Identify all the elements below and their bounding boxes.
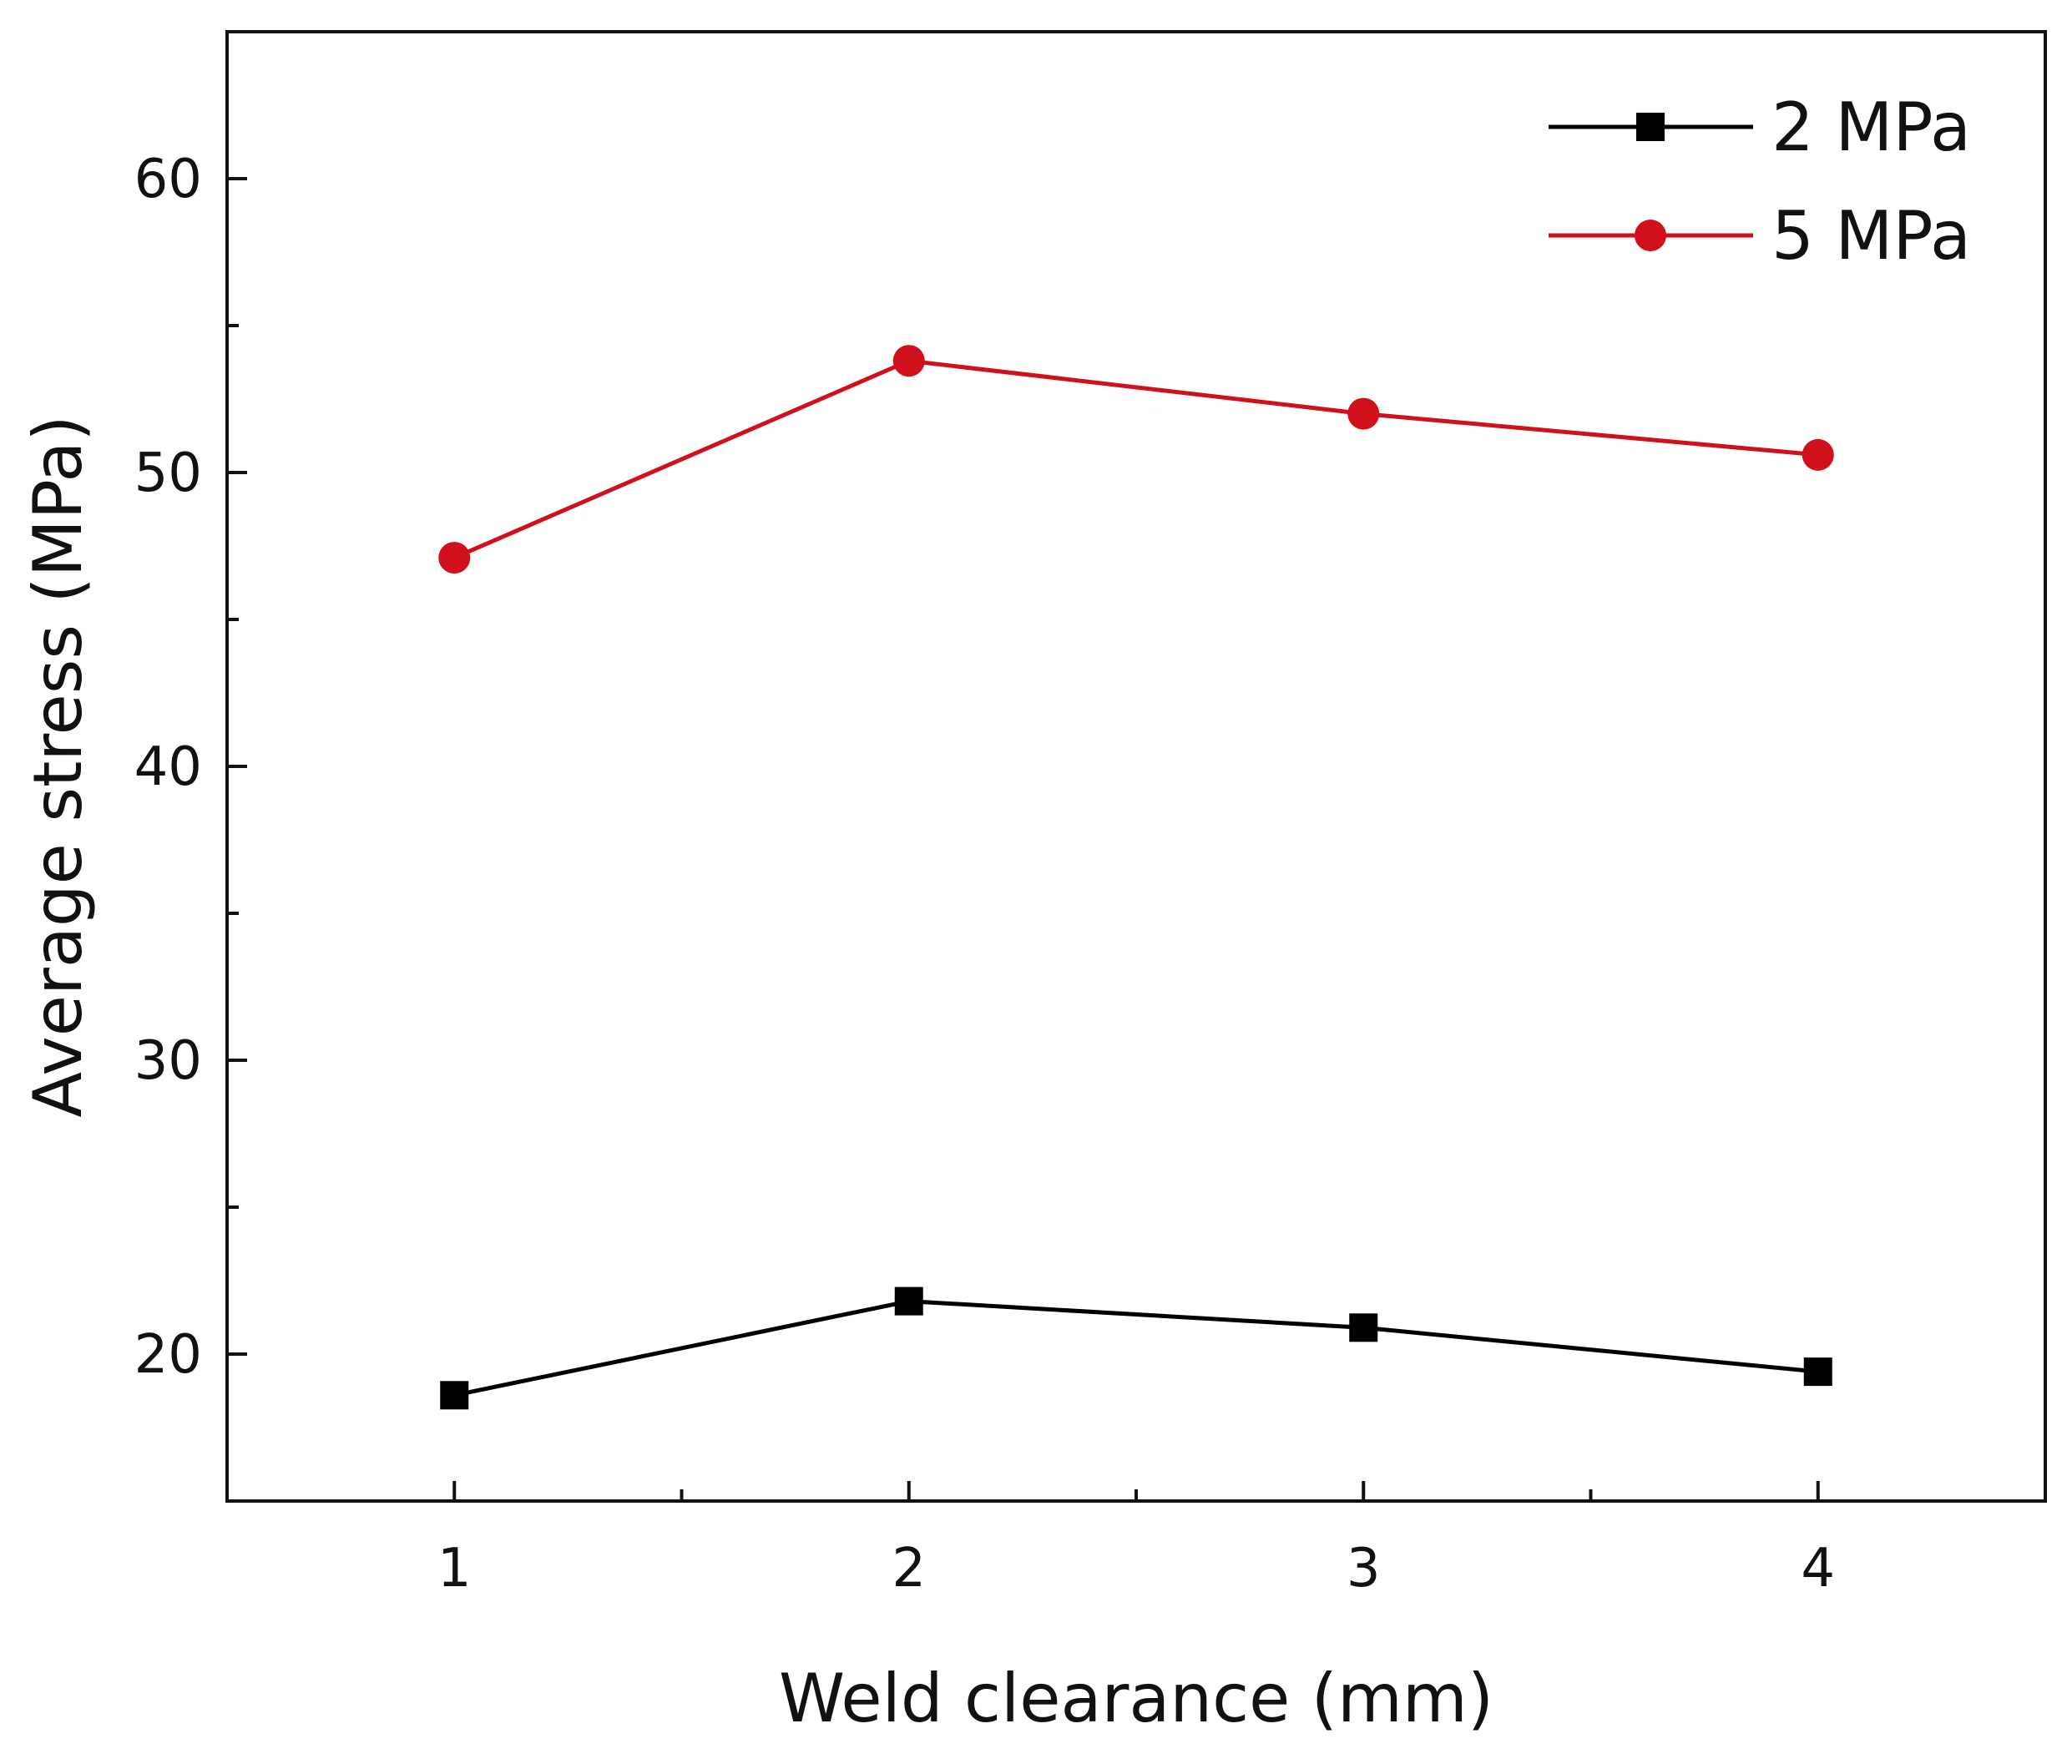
y-tick-label: 60 — [134, 149, 202, 210]
y-axis-title: Average stress (MPa) — [19, 415, 97, 1117]
series-line-2 — [453, 358, 1818, 560]
data-point-marker — [1803, 1357, 1832, 1387]
x-tick-label: 2 — [892, 1538, 926, 1600]
y-tick-label: 20 — [134, 1324, 202, 1386]
legend-label: 2 MPa — [1771, 88, 1971, 166]
data-point-marker — [440, 1381, 469, 1410]
y-tick-label: 30 — [134, 1030, 202, 1092]
x-tick-label: 4 — [1801, 1538, 1835, 1600]
y-tick-label: 50 — [134, 442, 202, 504]
x-axis-title: Weld clearance (mm) — [779, 1660, 1493, 1737]
legend-marker — [1636, 113, 1665, 141]
tick-labels: 1 2 3 4 20 30 40 50 60 — [134, 149, 1836, 1600]
y-tick-label: 40 — [134, 736, 202, 798]
legend-label: 5 MPa — [1771, 197, 1971, 275]
data-point-marker — [892, 345, 925, 377]
data-point-marker — [1347, 397, 1380, 430]
legend-marker — [1635, 220, 1666, 251]
data-point-marker — [894, 1286, 923, 1316]
series-line-1 — [453, 1299, 1818, 1398]
series-layer — [438, 345, 1834, 1410]
data-point-marker — [1349, 1313, 1378, 1342]
axis-ticks — [227, 177, 1820, 1501]
legend: 2 MPa 5 MPa — [1549, 88, 1971, 275]
x-tick-label: 3 — [1347, 1538, 1381, 1600]
x-tick-label: 1 — [437, 1538, 472, 1600]
data-point-marker — [1802, 438, 1834, 471]
data-point-marker — [438, 542, 471, 574]
